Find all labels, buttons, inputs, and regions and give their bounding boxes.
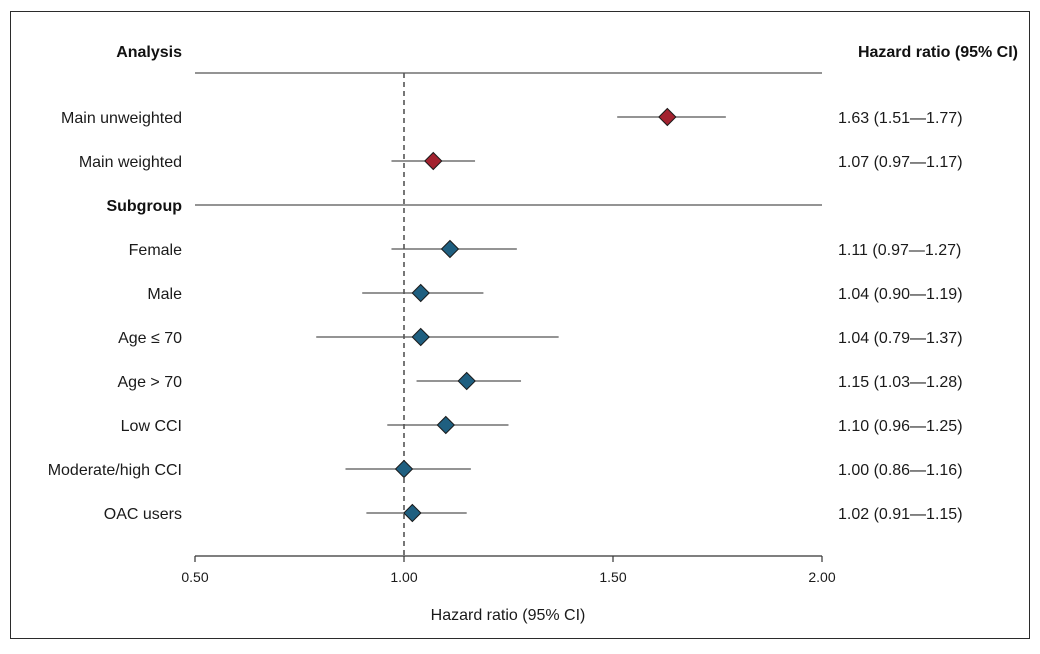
row-label: Main unweighted bbox=[61, 110, 182, 127]
hr-value-text: 1.63 (1.51—1.77) bbox=[838, 110, 963, 127]
x-tick-label: 0.50 bbox=[181, 569, 208, 585]
row-label: OAC users bbox=[104, 506, 182, 523]
x-axis: 0.50 1.00 1.50 2.00 bbox=[181, 556, 836, 585]
estimate-marker bbox=[658, 107, 677, 127]
estimate-marker bbox=[411, 283, 430, 303]
hr-value-text: 1.11 (0.97—1.27) bbox=[838, 242, 961, 259]
estimate-marker bbox=[424, 151, 443, 171]
hr-value-text: 1.02 (0.91—1.15) bbox=[838, 506, 963, 523]
hr-value-text: 1.00 (0.86—1.16) bbox=[838, 462, 963, 479]
section-label: Subgroup bbox=[106, 198, 182, 215]
estimate-marker bbox=[394, 459, 414, 479]
estimate-marker bbox=[440, 239, 460, 259]
rows-layer: Main unweighted 1.63 (1.51—1.77) Main weig… bbox=[48, 73, 963, 556]
hr-value-text: 1.04 (0.79—1.37) bbox=[838, 330, 963, 347]
header-hazard-ratio: Hazard ratio (95% CI) bbox=[858, 44, 1018, 61]
row-label: Female bbox=[129, 242, 182, 259]
figure-frame bbox=[10, 11, 1030, 639]
hr-value-text: 1.04 (0.90—1.19) bbox=[838, 286, 963, 303]
row-label: Moderate/high CCI bbox=[48, 462, 182, 479]
x-tick-label: 1.00 bbox=[390, 569, 417, 585]
x-tick-label: 1.50 bbox=[599, 569, 626, 585]
hr-value-text: 1.07 (0.97—1.17) bbox=[838, 154, 963, 171]
row-label: Age > 70 bbox=[118, 374, 183, 391]
estimate-marker bbox=[457, 371, 476, 391]
estimate-marker bbox=[411, 327, 430, 347]
estimate-marker bbox=[403, 503, 422, 523]
row-label: Male bbox=[147, 286, 182, 303]
x-axis-label: Hazard ratio (95% CI) bbox=[431, 607, 586, 624]
row-label: Age ≤ 70 bbox=[118, 330, 182, 347]
header-analysis: Analysis bbox=[116, 44, 182, 61]
row-label: Low CCI bbox=[121, 418, 182, 435]
hr-value-text: 1.10 (0.96—1.25) bbox=[838, 418, 963, 435]
row-label: Main weighted bbox=[79, 154, 182, 171]
estimate-marker bbox=[436, 415, 456, 435]
x-tick-label: 2.00 bbox=[808, 569, 835, 585]
hr-value-text: 1.15 (1.03—1.28) bbox=[838, 374, 963, 391]
